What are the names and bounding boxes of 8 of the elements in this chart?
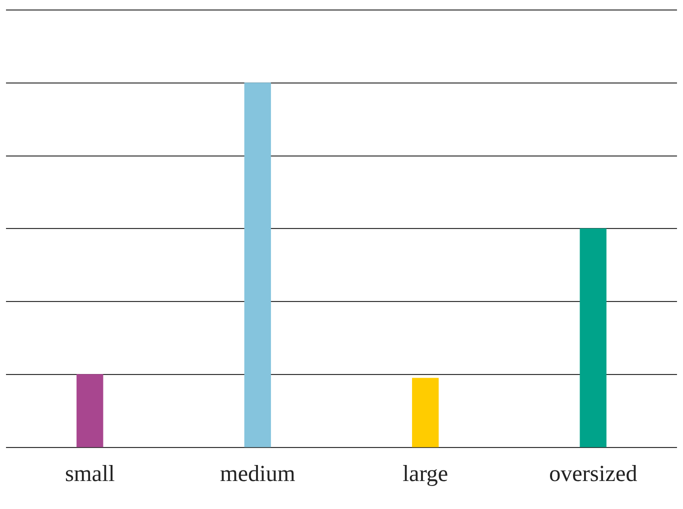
x-tick-label: large [402, 461, 448, 486]
x-tick-label: small [64, 461, 115, 486]
bar [76, 374, 104, 448]
x-tick-label: medium [220, 461, 296, 486]
bar [244, 82, 271, 448]
bar [412, 378, 439, 448]
bar [580, 228, 606, 448]
x-tick-label: oversized [549, 461, 638, 486]
